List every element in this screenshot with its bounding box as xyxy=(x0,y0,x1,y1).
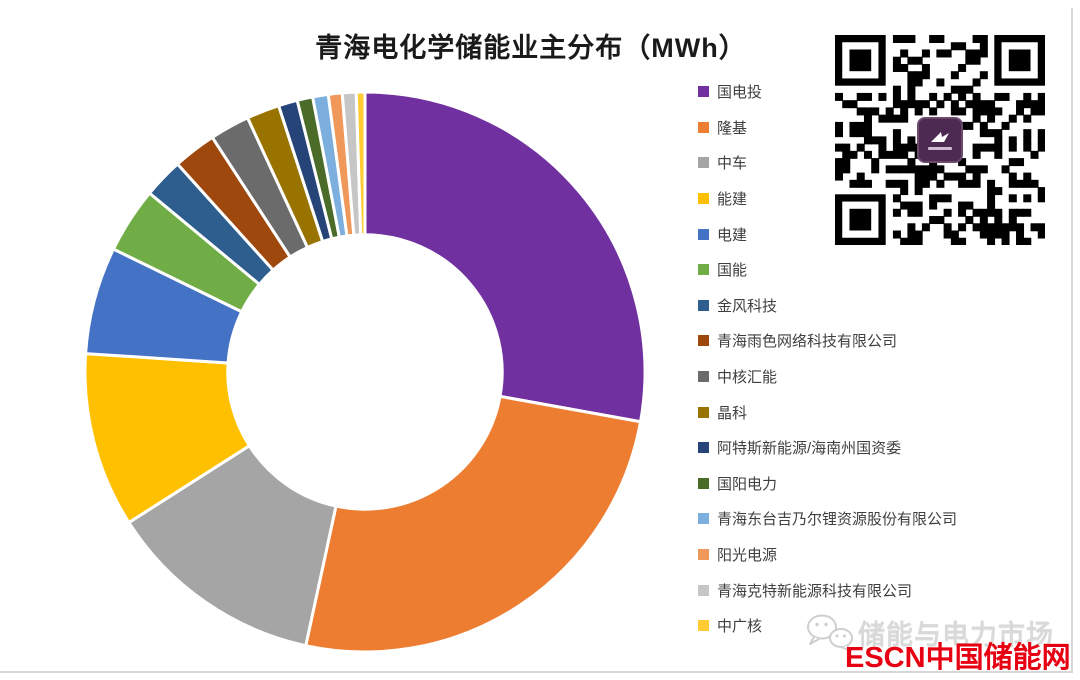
legend-label: 阳光电源 xyxy=(717,547,778,565)
legend-label: 青海克特新能源科技有限公司 xyxy=(717,582,913,600)
watermark: 储能与电力市场 ESCN中国储能网 xyxy=(800,605,1080,675)
legend-label: 国电投 xyxy=(717,84,763,102)
legend-item-9: 晶科 xyxy=(698,394,1078,430)
legend-item-10: 阿特斯新能源/海南州国资委 xyxy=(698,430,1078,466)
watermark-account-text: 储能与电力市场 xyxy=(858,620,1054,650)
legend-label: 中广核 xyxy=(717,618,763,636)
legend-swatch-icon xyxy=(698,228,709,240)
legend-item-2: 中车 xyxy=(698,145,1078,181)
legend-swatch-icon xyxy=(698,371,709,383)
legend-label: 国能 xyxy=(717,262,748,280)
page-border-right xyxy=(1071,8,1073,673)
pie-slice-0 xyxy=(363,90,647,424)
legend-swatch-icon xyxy=(698,86,709,98)
legend-item-15: 中广核 xyxy=(698,608,1078,644)
legend-label: 国阳电力 xyxy=(717,475,778,493)
qr-pattern xyxy=(835,35,1046,246)
pie-slice-15 xyxy=(354,90,367,237)
legend-swatch-icon xyxy=(698,549,709,561)
legend-item-8: 中核汇能 xyxy=(698,359,1078,395)
legend-swatch-icon xyxy=(698,157,709,169)
legend-label: 隆基 xyxy=(717,119,748,137)
legend-swatch-icon xyxy=(698,584,709,596)
legend-item-12: 青海东台吉乃尔锂资源股份有限公司 xyxy=(698,501,1078,537)
legend-swatch-icon xyxy=(698,335,709,347)
legend-item-7: 青海雨色网络科技有限公司 xyxy=(698,323,1078,359)
pie-slice-1 xyxy=(303,394,643,654)
legend-item-11: 国阳电力 xyxy=(698,466,1078,502)
legend-label: 青海雨色网络科技有限公司 xyxy=(717,333,898,351)
legend-label: 阿特斯新能源/海南州国资委 xyxy=(717,440,902,458)
page-border-bottom xyxy=(0,671,1073,673)
legend-swatch-icon xyxy=(698,406,709,418)
legend-label: 金风科技 xyxy=(717,297,778,315)
watermark-brand-text: ESCN中国储能网 xyxy=(845,642,1071,674)
chart-title: 青海电化学储能业主分布（MWh） xyxy=(315,33,747,63)
legend-label: 能建 xyxy=(717,191,748,209)
legend-swatch-icon xyxy=(698,513,709,525)
legend-swatch-icon xyxy=(698,299,709,311)
legend-item-13: 阳光电源 xyxy=(698,537,1078,573)
qr-code xyxy=(835,35,1046,246)
legend-item-4: 电建 xyxy=(698,216,1078,252)
legend-item-0: 国电投 xyxy=(698,74,1078,110)
legend: 国电投隆基中车能建电建国能金风科技青海雨色网络科技有限公司 中核汇能晶科阿特斯新能… xyxy=(698,74,1078,644)
legend-label: 电建 xyxy=(717,226,748,244)
qr-logo-bird-icon xyxy=(931,132,949,142)
legend-swatch-icon xyxy=(698,620,709,632)
legend-swatch-icon xyxy=(698,121,709,133)
legend-item-5: 国能 xyxy=(698,252,1078,288)
legend-swatch-icon xyxy=(698,264,709,276)
legend-label: 中核汇能 xyxy=(717,369,778,387)
legend-item-14: 青海克特新能源科技有限公司 xyxy=(698,572,1078,608)
legend-item-6: 金风科技 xyxy=(698,288,1078,324)
qr-center-logo xyxy=(917,117,963,163)
legend-swatch-icon xyxy=(698,477,709,489)
wechat-icon xyxy=(807,614,853,652)
legend-item-3: 能建 xyxy=(698,181,1078,217)
legend-item-1: 隆基 xyxy=(698,110,1078,146)
legend-label: 青海东台吉乃尔锂资源股份有限公司 xyxy=(717,511,958,529)
legend-label: 中车 xyxy=(717,155,748,173)
legend-swatch-icon xyxy=(698,193,709,205)
qr-logo-textline xyxy=(928,147,952,150)
legend-label: 晶科 xyxy=(717,404,748,422)
legend-swatch-icon xyxy=(698,442,709,454)
donut-chart xyxy=(65,72,665,672)
